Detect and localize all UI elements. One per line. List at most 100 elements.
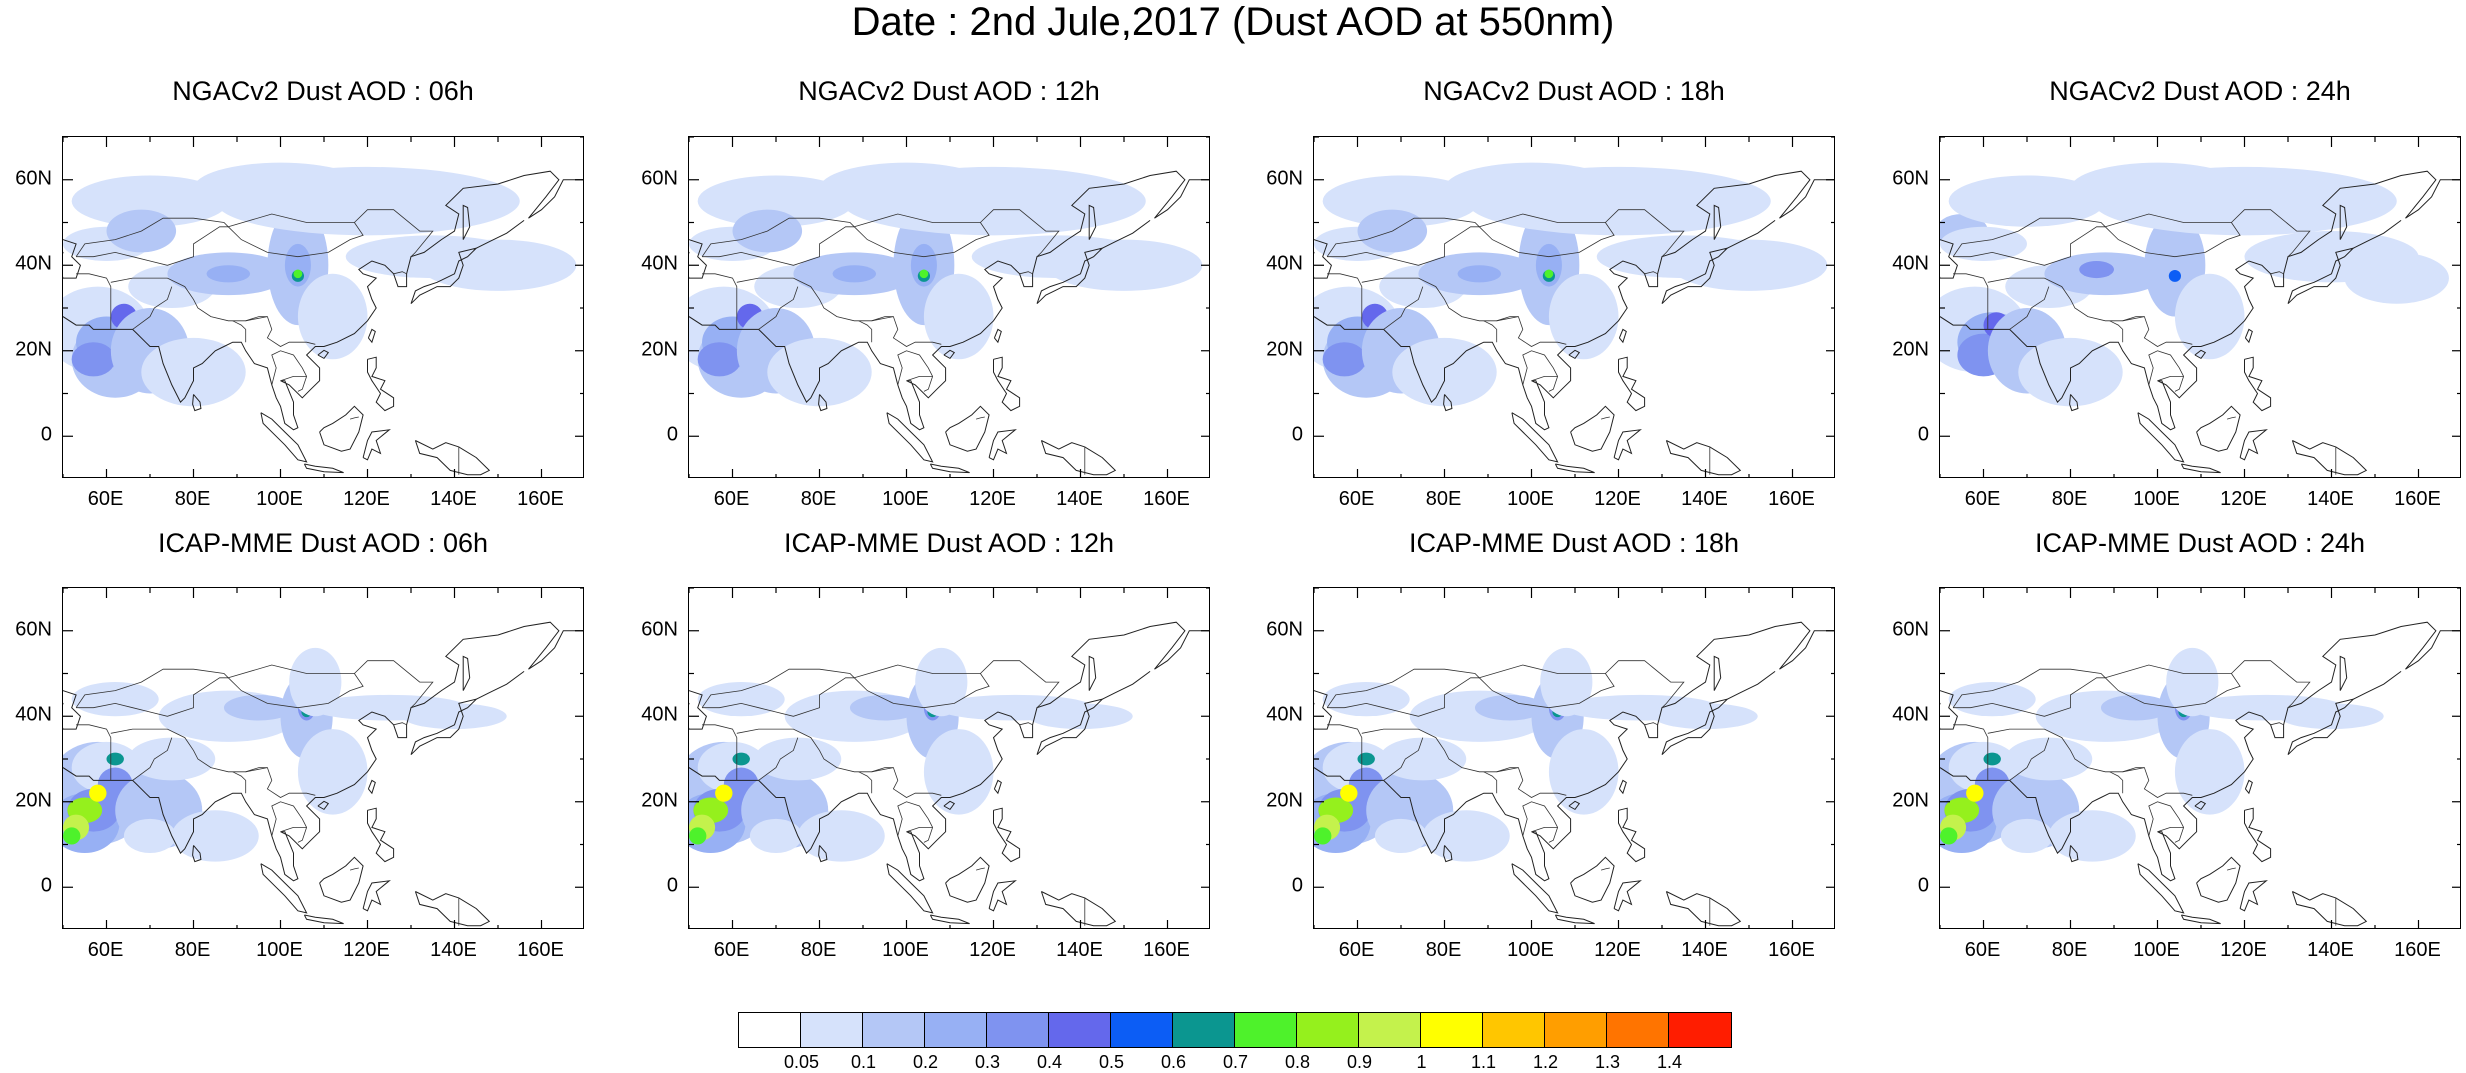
panel-title: NGACv2 Dust AOD : 18h xyxy=(1423,76,1725,106)
country-border xyxy=(1987,728,2193,798)
country-border xyxy=(280,376,307,382)
x-tick-label: 160E xyxy=(1768,939,1815,961)
country-border xyxy=(1522,801,1559,843)
country-border xyxy=(1479,664,1606,679)
coastline xyxy=(303,914,344,925)
x-tick-label: 160E xyxy=(1768,488,1815,510)
coastline xyxy=(1665,440,1742,476)
colorbar-label: 0.4 xyxy=(1036,1052,1063,1072)
country-border xyxy=(858,320,873,343)
aod-shade xyxy=(1540,647,1593,717)
aod-shade xyxy=(2279,703,2384,730)
country-border xyxy=(701,217,855,257)
coastline xyxy=(362,880,391,912)
panel-title: NGACv2 Dust AOD : 12h xyxy=(798,76,1100,106)
coastline xyxy=(260,412,308,463)
coastline xyxy=(1568,800,1581,811)
coastline xyxy=(818,394,828,412)
aod-shade xyxy=(1670,239,1828,291)
country-border xyxy=(906,827,933,833)
coastline xyxy=(2196,856,2241,903)
aod-shade xyxy=(910,243,937,287)
y-tick-label: 0 xyxy=(1917,874,1929,897)
aod-shade xyxy=(2005,737,2093,781)
aod-shade xyxy=(402,703,507,730)
country-border xyxy=(1327,209,1685,266)
aod-shade xyxy=(1548,273,1619,360)
y-tick-label: 60N xyxy=(641,167,678,190)
coastline xyxy=(2291,891,2368,927)
y-tick-label: 20N xyxy=(1266,338,1303,361)
coastline xyxy=(2137,863,2185,914)
colorbar-swatch xyxy=(987,1013,1049,1047)
coastline xyxy=(2291,440,2368,476)
aod-shade xyxy=(123,818,177,854)
country-border xyxy=(1953,209,2311,266)
x-tick-label: 140E xyxy=(1056,939,1103,961)
coastline xyxy=(1314,621,1834,882)
coastline xyxy=(993,807,1021,863)
country-border xyxy=(2122,316,2145,322)
aod-shade xyxy=(1948,175,2106,227)
coastline xyxy=(929,463,970,474)
x-tick-label: 60E xyxy=(1338,939,1375,961)
y-tick-label: 20N xyxy=(1892,789,1929,812)
coastline xyxy=(1618,356,1646,412)
country-border xyxy=(1326,217,1480,257)
country-border xyxy=(2157,376,2184,382)
aod-shade xyxy=(2174,729,2245,815)
y-tick-label: 60N xyxy=(1266,167,1303,190)
coastline xyxy=(2069,394,2079,412)
coastline xyxy=(1088,655,1097,691)
y-tick-label: 0 xyxy=(1291,874,1303,897)
aod-shade xyxy=(63,827,81,845)
aod-shade xyxy=(2168,269,2181,282)
coastline xyxy=(689,170,1209,431)
country-border xyxy=(906,376,933,382)
coastline xyxy=(367,356,395,412)
colorbar-swatch xyxy=(1049,1013,1111,1047)
country-border xyxy=(854,664,981,679)
country-border xyxy=(271,801,308,843)
colorbar-label: 0.1 xyxy=(850,1052,877,1072)
y-tick-label: 20N xyxy=(1892,338,1929,361)
y-tick-label: 40N xyxy=(15,252,52,275)
coastline xyxy=(63,621,583,882)
x-tick-label: 140E xyxy=(2307,939,2354,961)
aod-shade xyxy=(289,647,342,717)
coastline xyxy=(988,429,1017,461)
coastline xyxy=(929,914,970,925)
coastline xyxy=(192,394,202,412)
aod-shade xyxy=(1422,810,1510,862)
country-border xyxy=(897,350,934,392)
x-tick-label: 120E xyxy=(343,939,390,961)
country-border xyxy=(245,316,268,322)
coastline xyxy=(1040,440,1117,476)
colorbar-label: 1.4 xyxy=(1656,1052,1683,1072)
aod-shade xyxy=(1357,752,1375,766)
country-border xyxy=(1644,271,1658,275)
country-border xyxy=(736,728,942,798)
country-border xyxy=(2105,664,2232,679)
aod-shade xyxy=(193,162,368,214)
aod-shade xyxy=(71,175,229,227)
coastline xyxy=(1314,690,1332,730)
panel-title: ICAP-MME Dust AOD : 18h xyxy=(1408,528,1740,558)
coastline xyxy=(476,219,525,249)
country-border xyxy=(1383,737,1424,781)
country-border xyxy=(1531,827,1558,833)
coastline xyxy=(1613,429,1642,461)
colorbar-swatch xyxy=(1359,1013,1421,1047)
x-tick-label: 100E xyxy=(256,488,303,510)
country-border xyxy=(1953,273,1989,330)
aod-shade xyxy=(1314,827,1332,845)
x-tick-label: 60E xyxy=(713,488,750,510)
coastline xyxy=(1443,845,1453,863)
panel-title: NGACv2 Dust AOD : 24h xyxy=(2049,76,2351,106)
y-tick-label: 60N xyxy=(1892,167,1929,190)
aod-shade xyxy=(919,269,929,279)
colorbar-swatch xyxy=(1111,1013,1173,1047)
aod-shade xyxy=(171,810,259,862)
colorbar-swatch xyxy=(1297,1013,1359,1047)
dust-aod-map xyxy=(1940,588,2460,928)
